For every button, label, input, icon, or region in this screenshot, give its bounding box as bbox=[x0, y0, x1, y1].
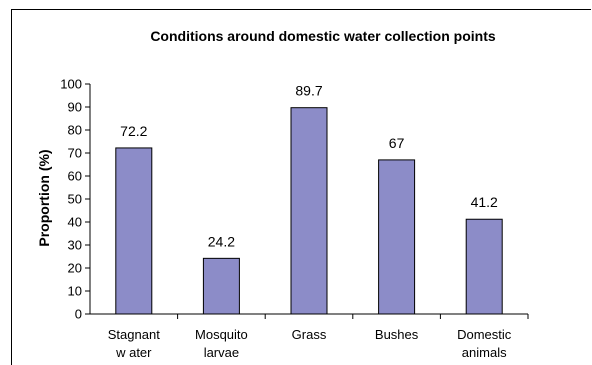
category-label: Stagnant bbox=[108, 327, 160, 342]
category-label: Grass bbox=[292, 327, 327, 342]
chart-frame bbox=[11, 9, 591, 365]
y-tick-label: 60 bbox=[68, 169, 82, 184]
bar bbox=[115, 147, 153, 315]
y-tick-label: 50 bbox=[68, 192, 82, 207]
category-label: Mosquito bbox=[195, 327, 248, 342]
bar bbox=[202, 257, 240, 315]
data-label: 41.2 bbox=[471, 194, 498, 210]
category-label: animals bbox=[462, 345, 507, 360]
category-label: larvae bbox=[204, 345, 239, 360]
y-tick-label: 90 bbox=[68, 100, 82, 115]
y-axis-ticks: 0 10 20 30 40 50 60 70 80 90 100 bbox=[60, 77, 90, 322]
y-tick-label: 20 bbox=[68, 261, 82, 276]
bar bbox=[290, 107, 328, 315]
category-label: Bushes bbox=[375, 327, 419, 342]
category-label: w ater bbox=[115, 345, 152, 360]
category-labels: Stagnant w ater Mosquito larvae Grass Bushes D… bbox=[108, 314, 529, 360]
y-tick-label: 100 bbox=[60, 77, 82, 92]
bar bbox=[378, 159, 416, 315]
y-tick-label: 80 bbox=[68, 123, 82, 138]
y-tick-label: 0 bbox=[75, 307, 82, 322]
bars bbox=[115, 107, 503, 315]
data-labels: 72.2 24.2 89.7 67 41.2 bbox=[120, 83, 498, 250]
data-label: 67 bbox=[389, 135, 405, 151]
data-label: 24.2 bbox=[208, 233, 235, 249]
y-tick-label: 40 bbox=[68, 215, 82, 230]
y-tick-label: 70 bbox=[68, 146, 82, 161]
data-label: 72.2 bbox=[120, 123, 147, 139]
y-axis-label: Proportion (%) bbox=[36, 149, 52, 246]
data-label: 89.7 bbox=[295, 83, 322, 99]
chart-title: Conditions around domestic water collect… bbox=[150, 28, 496, 44]
bar bbox=[465, 218, 503, 315]
y-tick-label: 10 bbox=[68, 284, 82, 299]
category-label: Domestic bbox=[457, 327, 512, 342]
y-tick-label: 30 bbox=[68, 238, 82, 253]
